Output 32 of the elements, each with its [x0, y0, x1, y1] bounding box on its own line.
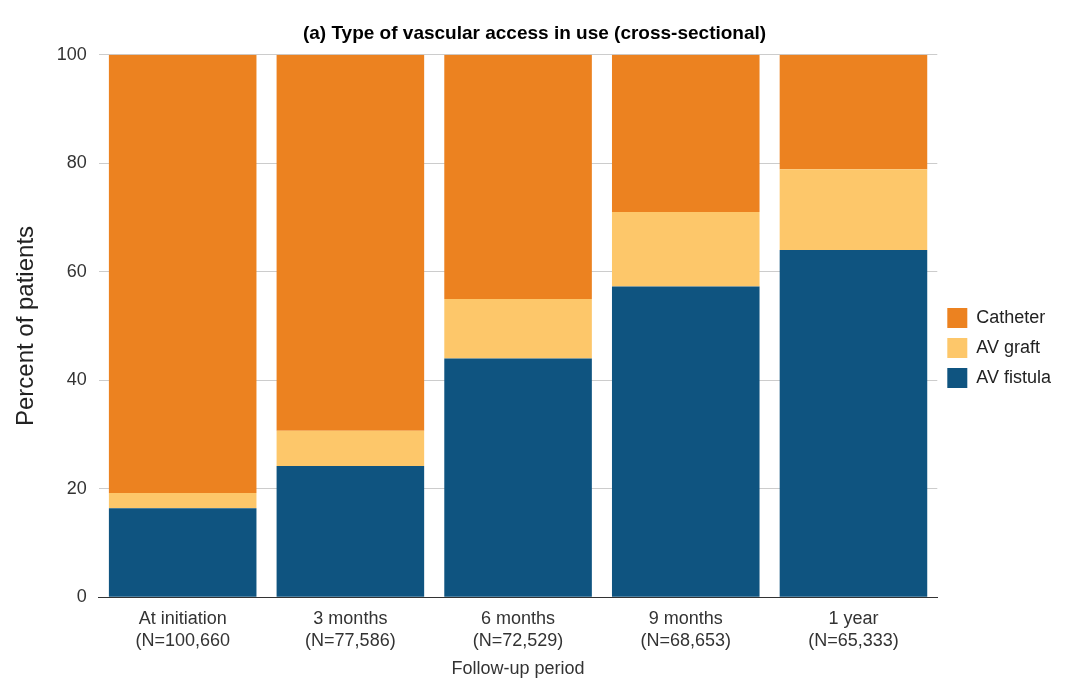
y-tick-label: 100 — [56, 43, 87, 64]
bar — [276, 430, 425, 466]
y-axis-title: Percent of patients — [11, 225, 39, 427]
legend-label: Catheter — [976, 306, 1046, 327]
bar — [444, 298, 592, 359]
y-tick-label: 60 — [66, 260, 87, 281]
legend-label: AV fistula — [976, 366, 1052, 387]
y-tick-label: 20 — [66, 477, 87, 498]
bar — [611, 54, 760, 213]
bar — [108, 508, 257, 597]
legend-label: AV graft — [976, 336, 1040, 357]
bar — [108, 493, 257, 509]
bar — [779, 54, 928, 170]
bar — [444, 358, 592, 597]
bar — [276, 465, 425, 597]
y-tick-label: 40 — [66, 369, 87, 390]
y-tick-label: 80 — [66, 152, 87, 173]
bar — [108, 54, 257, 494]
bar — [611, 212, 760, 287]
x-tick-label: 6 months (N=72,529) — [472, 607, 564, 650]
bar — [779, 250, 928, 597]
x-tick-label: At initiation (N=100,660 — [135, 607, 230, 650]
x-tick-label: 3 months (N=77,586) — [305, 607, 396, 650]
bar — [611, 286, 760, 597]
y-tick-label: 0 — [76, 586, 87, 607]
bar — [276, 54, 425, 431]
bar — [779, 169, 928, 251]
x-axis-title: Follow-up period — [451, 658, 585, 679]
x-tick-label: 9 months (N=68,653) — [640, 607, 732, 650]
x-tick-label: 1 year (N=65,333) — [808, 607, 899, 650]
bar — [444, 54, 592, 299]
chart-title: (a) Type of vascular access in use (cross-sectional) — [302, 21, 767, 43]
